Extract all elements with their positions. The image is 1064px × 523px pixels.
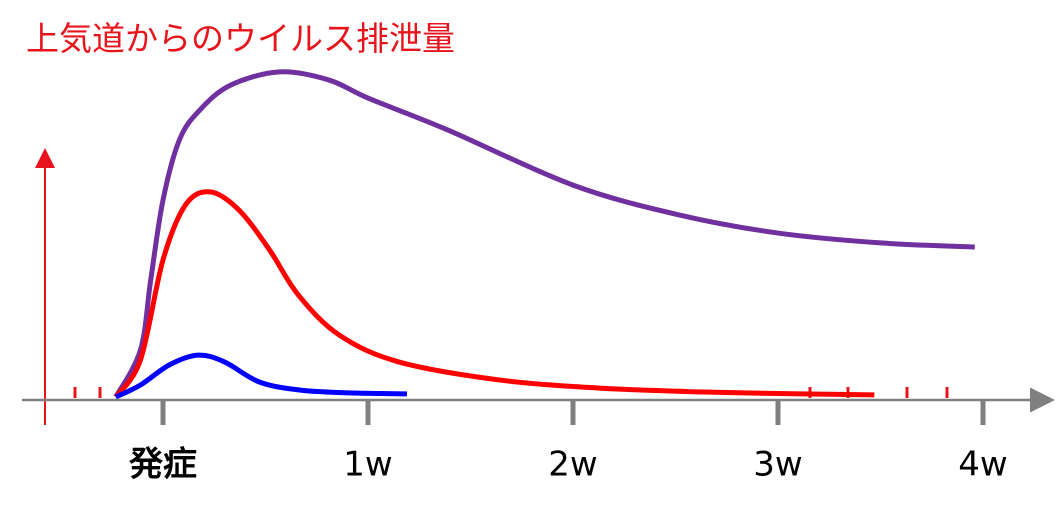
line [113,69,975,399]
x-tick-label: 3w [753,445,802,485]
line [114,352,407,400]
chart-title: 上気道からのウイルス排泄量 [26,19,455,58]
x-tick-label: 1w [343,445,392,485]
x-tick-label: 4w [958,445,1007,485]
x-tick-label: 2w [548,445,597,485]
x-tick-label: 発症 [129,445,197,485]
line [113,189,875,399]
